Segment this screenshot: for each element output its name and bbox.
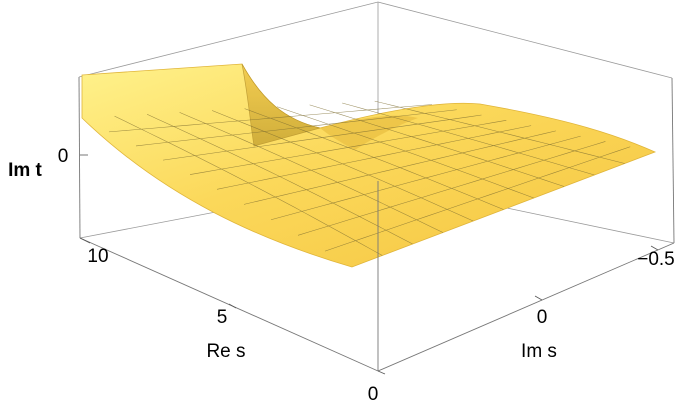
box-edge [78, 76, 81, 239]
box-edge [79, 237, 379, 372]
x-tick-mark [79, 237, 91, 244]
surface-main [81, 63, 657, 268]
surface-mesh [108, 100, 631, 256]
box-edge [377, 242, 675, 372]
y-axis: 0 −0.5 Im s [521, 245, 675, 362]
y-axis-title: Im s [521, 341, 557, 362]
mesh-line-im [146, 113, 413, 245]
x-tick-label: 0 [368, 384, 379, 405]
mesh-line-im [309, 104, 565, 187]
mesh-line-im [179, 112, 444, 233]
z-tick-label: 0 [58, 146, 69, 167]
box-edge [671, 77, 675, 244]
mesh-line-im [211, 110, 474, 222]
x-tick-label: 5 [217, 307, 228, 328]
box-edge [78, 1, 379, 78]
x-tick-label: 10 [87, 246, 108, 267]
mesh-line-im [277, 106, 534, 199]
mesh-line-im [114, 115, 383, 256]
z-axis: 0 Im t [8, 146, 88, 181]
x-axis: 0 5 10 Re s [79, 237, 386, 405]
box-front-edges [78, 76, 675, 372]
y-tick-label: 0 [537, 307, 548, 328]
mesh-line-im [342, 102, 595, 176]
x-tick-mark [228, 303, 237, 309]
box-edge [377, 1, 673, 79]
mesh-line-im [244, 108, 504, 210]
y-tick-mark [534, 295, 543, 301]
mesh-line-im [374, 100, 625, 164]
x-tick-mark [377, 370, 386, 375]
y-tick-mark [650, 245, 659, 251]
z-axis-title: Im t [8, 160, 42, 181]
surface [81, 63, 657, 268]
x-axis-title: Re s [206, 341, 245, 362]
surface-hump [320, 115, 418, 150]
y-tick-label: −0.5 [637, 249, 675, 270]
